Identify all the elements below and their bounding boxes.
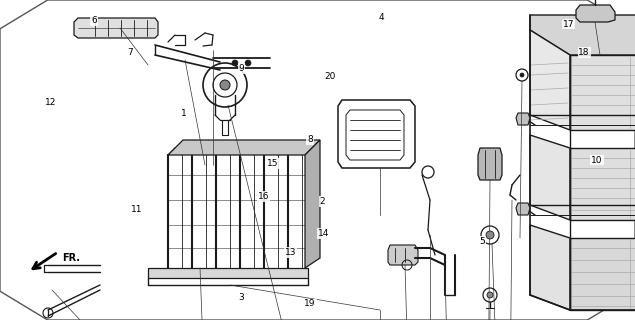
Polygon shape (576, 5, 615, 22)
Polygon shape (516, 203, 530, 215)
Text: 12: 12 (45, 98, 57, 107)
Polygon shape (530, 135, 570, 220)
Polygon shape (478, 148, 502, 180)
Text: 18: 18 (578, 48, 590, 57)
Circle shape (245, 60, 251, 66)
Text: 16: 16 (258, 192, 269, 201)
Text: 19: 19 (304, 300, 316, 308)
Text: 3: 3 (238, 293, 244, 302)
Text: 4: 4 (378, 13, 384, 22)
Polygon shape (570, 238, 635, 310)
Text: 6: 6 (91, 16, 97, 25)
Polygon shape (388, 245, 418, 265)
Text: 5: 5 (479, 237, 486, 246)
Polygon shape (570, 55, 635, 130)
Text: 11: 11 (131, 205, 142, 214)
Circle shape (520, 73, 524, 77)
Text: 10: 10 (591, 156, 603, 164)
Text: 13: 13 (285, 248, 297, 257)
Polygon shape (530, 30, 570, 130)
Polygon shape (530, 225, 570, 310)
Text: 14: 14 (318, 229, 330, 238)
Circle shape (232, 60, 238, 66)
Text: 7: 7 (127, 48, 133, 57)
Text: 8: 8 (307, 135, 313, 144)
Circle shape (487, 292, 493, 298)
Text: 2: 2 (320, 197, 325, 206)
Polygon shape (530, 15, 635, 55)
Text: FR.: FR. (62, 253, 80, 263)
Polygon shape (74, 18, 158, 38)
Circle shape (220, 80, 230, 90)
Text: 20: 20 (324, 72, 336, 81)
Text: 9: 9 (238, 64, 244, 73)
Circle shape (486, 231, 494, 239)
Polygon shape (516, 113, 530, 125)
Text: 1: 1 (181, 109, 187, 118)
Polygon shape (305, 140, 320, 268)
Text: 17: 17 (563, 20, 574, 28)
Text: 15: 15 (267, 159, 279, 168)
Polygon shape (570, 148, 635, 220)
Polygon shape (148, 268, 308, 278)
Polygon shape (168, 140, 320, 155)
